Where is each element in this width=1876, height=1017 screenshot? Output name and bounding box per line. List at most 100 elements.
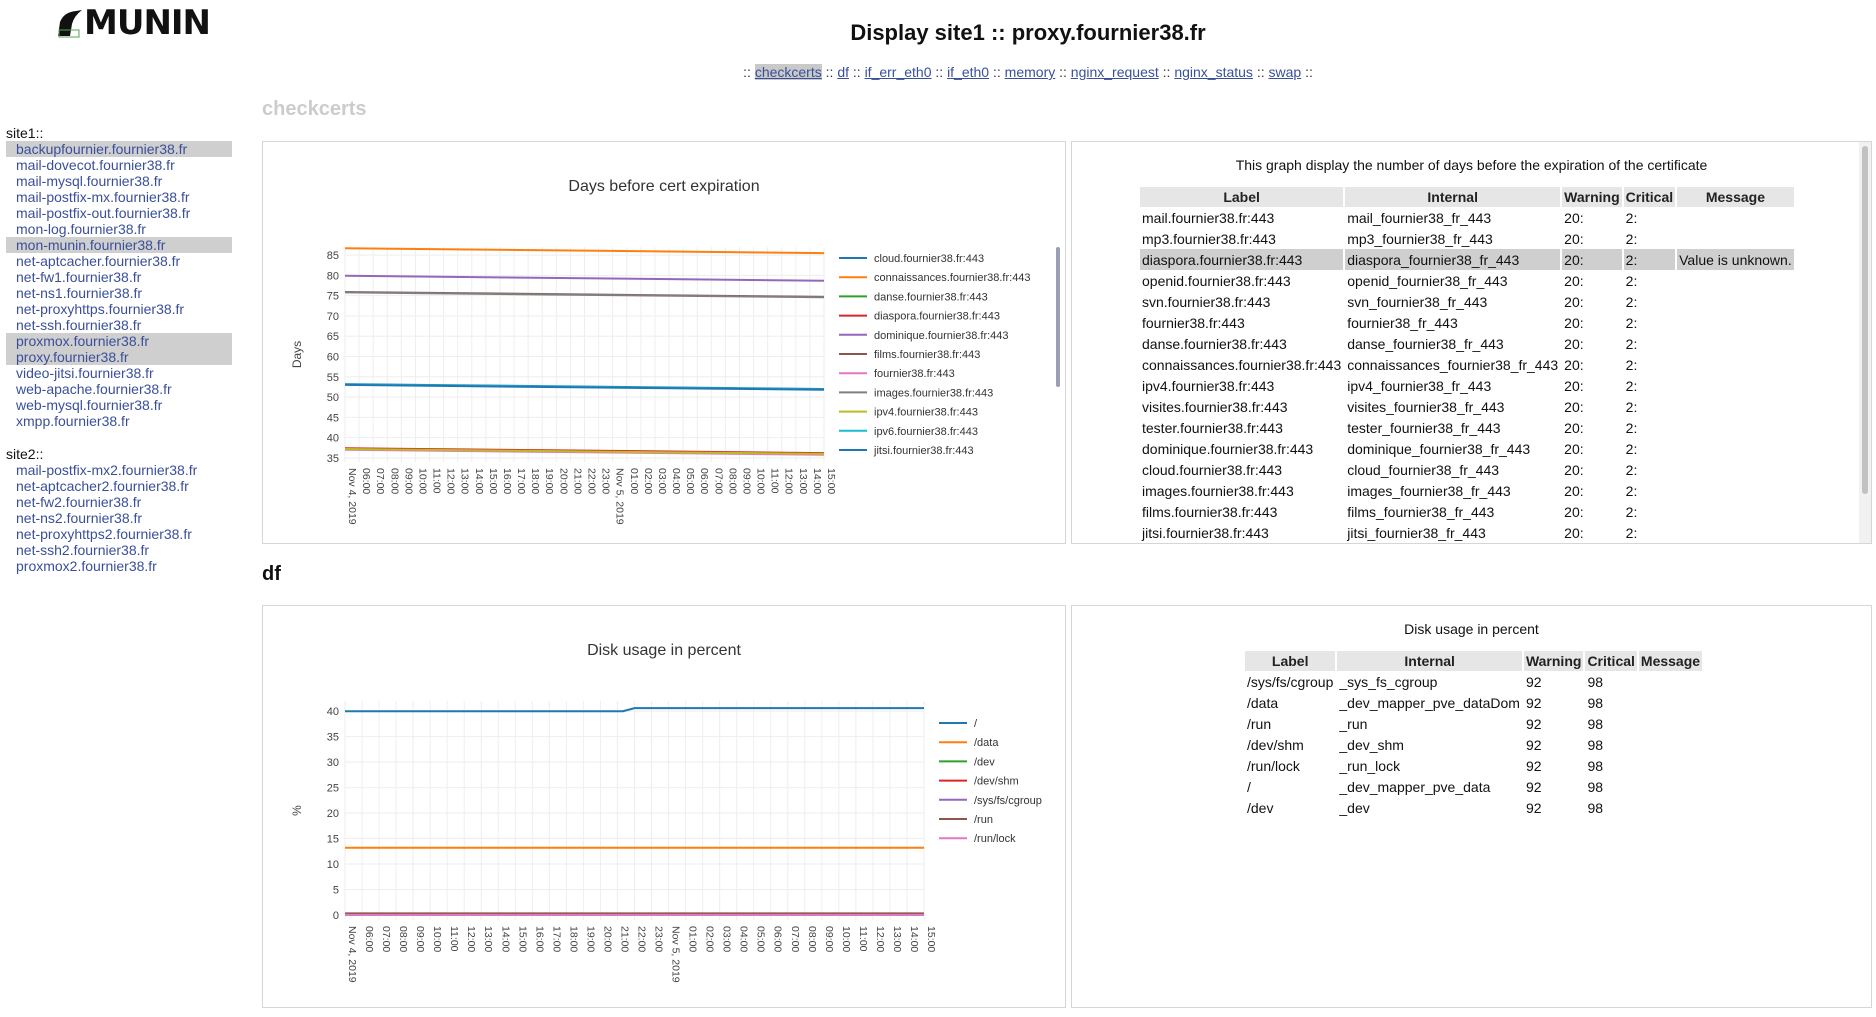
y-tick-label: 35 bbox=[327, 732, 339, 744]
x-tick-label: 12:00 bbox=[465, 926, 477, 952]
host-link[interactable]: mon-munin.fournier38.fr bbox=[16, 237, 166, 253]
x-tick-label: 11:00 bbox=[448, 926, 460, 952]
host-link[interactable]: web-mysql.fournier38.fr bbox=[16, 397, 163, 413]
scrollbar[interactable] bbox=[1859, 142, 1871, 543]
host-link[interactable]: backupfournier.fournier38.fr bbox=[16, 141, 188, 157]
cell-label: jitsi.fournier38.fr:443 bbox=[1142, 524, 1269, 541]
cell-internal: _dev_mapper_pve_data bbox=[1339, 778, 1491, 795]
cell-warning: 92 bbox=[1525, 736, 1542, 753]
cell-label: /dev/shm bbox=[1247, 736, 1304, 753]
cell-warning: 20: bbox=[1564, 335, 1584, 352]
munin-logo[interactable]: MUNIN bbox=[56, 6, 211, 40]
cell-critical: 2: bbox=[1625, 314, 1638, 331]
cell-label: films.fournier38.fr:443 bbox=[1142, 503, 1278, 520]
plugin-link-memory[interactable]: memory bbox=[1004, 64, 1056, 80]
column-header: Label bbox=[1140, 187, 1344, 207]
cell-message bbox=[1639, 797, 1702, 818]
plugin-link-nginx-request[interactable]: nginx_request bbox=[1070, 64, 1159, 80]
host-link[interactable]: net-fw2.fournier38.fr bbox=[16, 494, 142, 510]
legend-label: ipv6.fournier38.fr:443 bbox=[874, 426, 978, 438]
checkcerts-chart[interactable]: Nov 4, 2019 06:00 07:00 08:00 09:00 10:00 11:0… bbox=[263, 142, 1066, 544]
x-tick-label: 11:00 bbox=[431, 468, 443, 494]
cell-internal: _dev_shm bbox=[1339, 736, 1404, 753]
x-tick-label: 10:00 bbox=[431, 926, 443, 952]
cell-critical: 2: bbox=[1625, 503, 1638, 520]
group-title[interactable]: site1:: bbox=[6, 125, 44, 141]
host-link[interactable]: mail-dovecot.fournier38.fr bbox=[16, 157, 175, 173]
host-link[interactable]: proxmox.fournier38.fr bbox=[16, 333, 150, 349]
plugin-link-if-err-eth0[interactable]: if_err_eth0 bbox=[864, 64, 932, 80]
cell-label: connaissances.fournier38.fr:443 bbox=[1142, 356, 1342, 373]
plugin-link-if-eth0[interactable]: if_eth0 bbox=[947, 64, 990, 80]
x-tick-label: 11:00 bbox=[857, 926, 869, 952]
cell-critical: 2: bbox=[1625, 209, 1638, 226]
info-caption: Disk usage in percent bbox=[1404, 621, 1539, 637]
cell-label: /dev bbox=[1247, 799, 1274, 816]
cell-message bbox=[1677, 501, 1794, 522]
x-tick-label: Nov 4, 2019 bbox=[346, 926, 358, 983]
cell-message bbox=[1677, 312, 1794, 333]
host-item: net-aptcacher.fournier38.fr bbox=[6, 253, 232, 269]
plugin-link-checkcerts[interactable]: checkcerts bbox=[754, 64, 822, 80]
cell-warning: 20: bbox=[1564, 272, 1584, 289]
host-link[interactable]: net-ssh.fournier38.fr bbox=[16, 317, 142, 333]
host-link[interactable]: mail-postfix-mx2.fournier38.fr bbox=[16, 462, 198, 478]
scroll-thumb[interactable] bbox=[1862, 146, 1868, 494]
host-link[interactable]: web-apache.fournier38.fr bbox=[16, 381, 172, 397]
cell-warning: 20: bbox=[1564, 482, 1584, 499]
plugin-link-swap[interactable]: swap bbox=[1268, 64, 1302, 80]
plugin-link-nginx-status[interactable]: nginx_status bbox=[1174, 64, 1253, 80]
cell-critical: 2: bbox=[1625, 272, 1638, 289]
cell-label: mp3.fournier38.fr:443 bbox=[1142, 230, 1276, 247]
df-graph-panel[interactable]: Disk usage in percent Nov 4, 2019 06:00 07… bbox=[262, 605, 1066, 1008]
x-tick-label: 02:00 bbox=[642, 468, 654, 494]
host-link[interactable]: net-ns1.fournier38.fr bbox=[16, 285, 143, 301]
column-header: Critical bbox=[1585, 651, 1637, 671]
checkcerts-graph-panel[interactable]: Days before cert expiration Nov 4, 2019 0… bbox=[262, 141, 1066, 544]
host-link[interactable]: mail-postfix-mx.fournier38.fr bbox=[16, 189, 190, 205]
host-link[interactable]: net-fw1.fournier38.fr bbox=[16, 269, 142, 285]
cell-critical: 98 bbox=[1587, 778, 1604, 795]
table-row: /dev _dev 92 98 bbox=[1245, 797, 1702, 818]
host-link[interactable]: net-proxyhttps.fournier38.fr bbox=[16, 301, 185, 317]
legend-label: ipv4.fournier38.fr:443 bbox=[874, 407, 978, 419]
host-link[interactable]: mail-postfix-out.fournier38.fr bbox=[16, 205, 191, 221]
host-link[interactable]: net-ns2.fournier38.fr bbox=[16, 510, 143, 526]
host-link[interactable]: net-aptcacher2.fournier38.fr bbox=[16, 478, 189, 494]
cell-label: danse.fournier38.fr:443 bbox=[1142, 335, 1287, 352]
host-link[interactable]: proxy.fournier38.fr bbox=[16, 349, 129, 365]
x-tick-label: 16:00 bbox=[501, 468, 513, 494]
host-link[interactable]: video-jitsi.fournier38.fr bbox=[16, 365, 154, 381]
cell-message bbox=[1677, 417, 1794, 438]
legend-label: films.fournier38.fr:443 bbox=[874, 349, 980, 361]
y-tick-label: 65 bbox=[327, 331, 339, 343]
cell-internal: jitsi_fournier38_fr_443 bbox=[1347, 524, 1486, 541]
group-title[interactable]: site2:: bbox=[6, 446, 44, 462]
cell-warning: 20: bbox=[1564, 293, 1584, 310]
x-tick-label: 06:00 bbox=[698, 468, 710, 494]
plugin-link-df[interactable]: df bbox=[837, 64, 849, 80]
x-tick-label: 10:00 bbox=[755, 468, 767, 494]
cell-warning: 20: bbox=[1562, 249, 1622, 270]
df-chart[interactable]: Nov 4, 2019 06:00 07:00 08:00 09:00 10:00 11:0… bbox=[263, 606, 1066, 1008]
host-link[interactable]: xmpp.fournier38.fr bbox=[16, 413, 130, 429]
cell-warning: 20: bbox=[1564, 377, 1584, 394]
cell-internal: openid_fournier38_fr_443 bbox=[1347, 272, 1508, 289]
host-item: net-proxyhttps2.fournier38.fr bbox=[6, 526, 232, 542]
legend-label: /sys/fs/cgroup bbox=[974, 795, 1042, 807]
y-tick-label: 30 bbox=[327, 757, 339, 769]
column-header: Internal bbox=[1345, 187, 1561, 207]
cell-label: tester.fournier38.fr:443 bbox=[1142, 419, 1283, 436]
x-tick-label: 07:00 bbox=[789, 926, 801, 952]
host-item: backupfournier.fournier38.fr bbox=[6, 141, 232, 157]
x-tick-label: 07:00 bbox=[374, 468, 386, 494]
host-link[interactable]: mon-log.fournier38.fr bbox=[16, 221, 146, 237]
host-link[interactable]: net-ssh2.fournier38.fr bbox=[16, 542, 150, 558]
host-link[interactable]: net-aptcacher.fournier38.fr bbox=[16, 253, 181, 269]
host-link[interactable]: net-proxyhttps2.fournier38.fr bbox=[16, 526, 192, 542]
host-link[interactable]: proxmox2.fournier38.fr bbox=[16, 558, 157, 574]
column-header: Message bbox=[1638, 651, 1703, 671]
x-tick-label: 13:00 bbox=[891, 926, 903, 952]
cell-warning: 20: bbox=[1564, 356, 1584, 373]
host-link[interactable]: mail-mysql.fournier38.fr bbox=[16, 173, 163, 189]
